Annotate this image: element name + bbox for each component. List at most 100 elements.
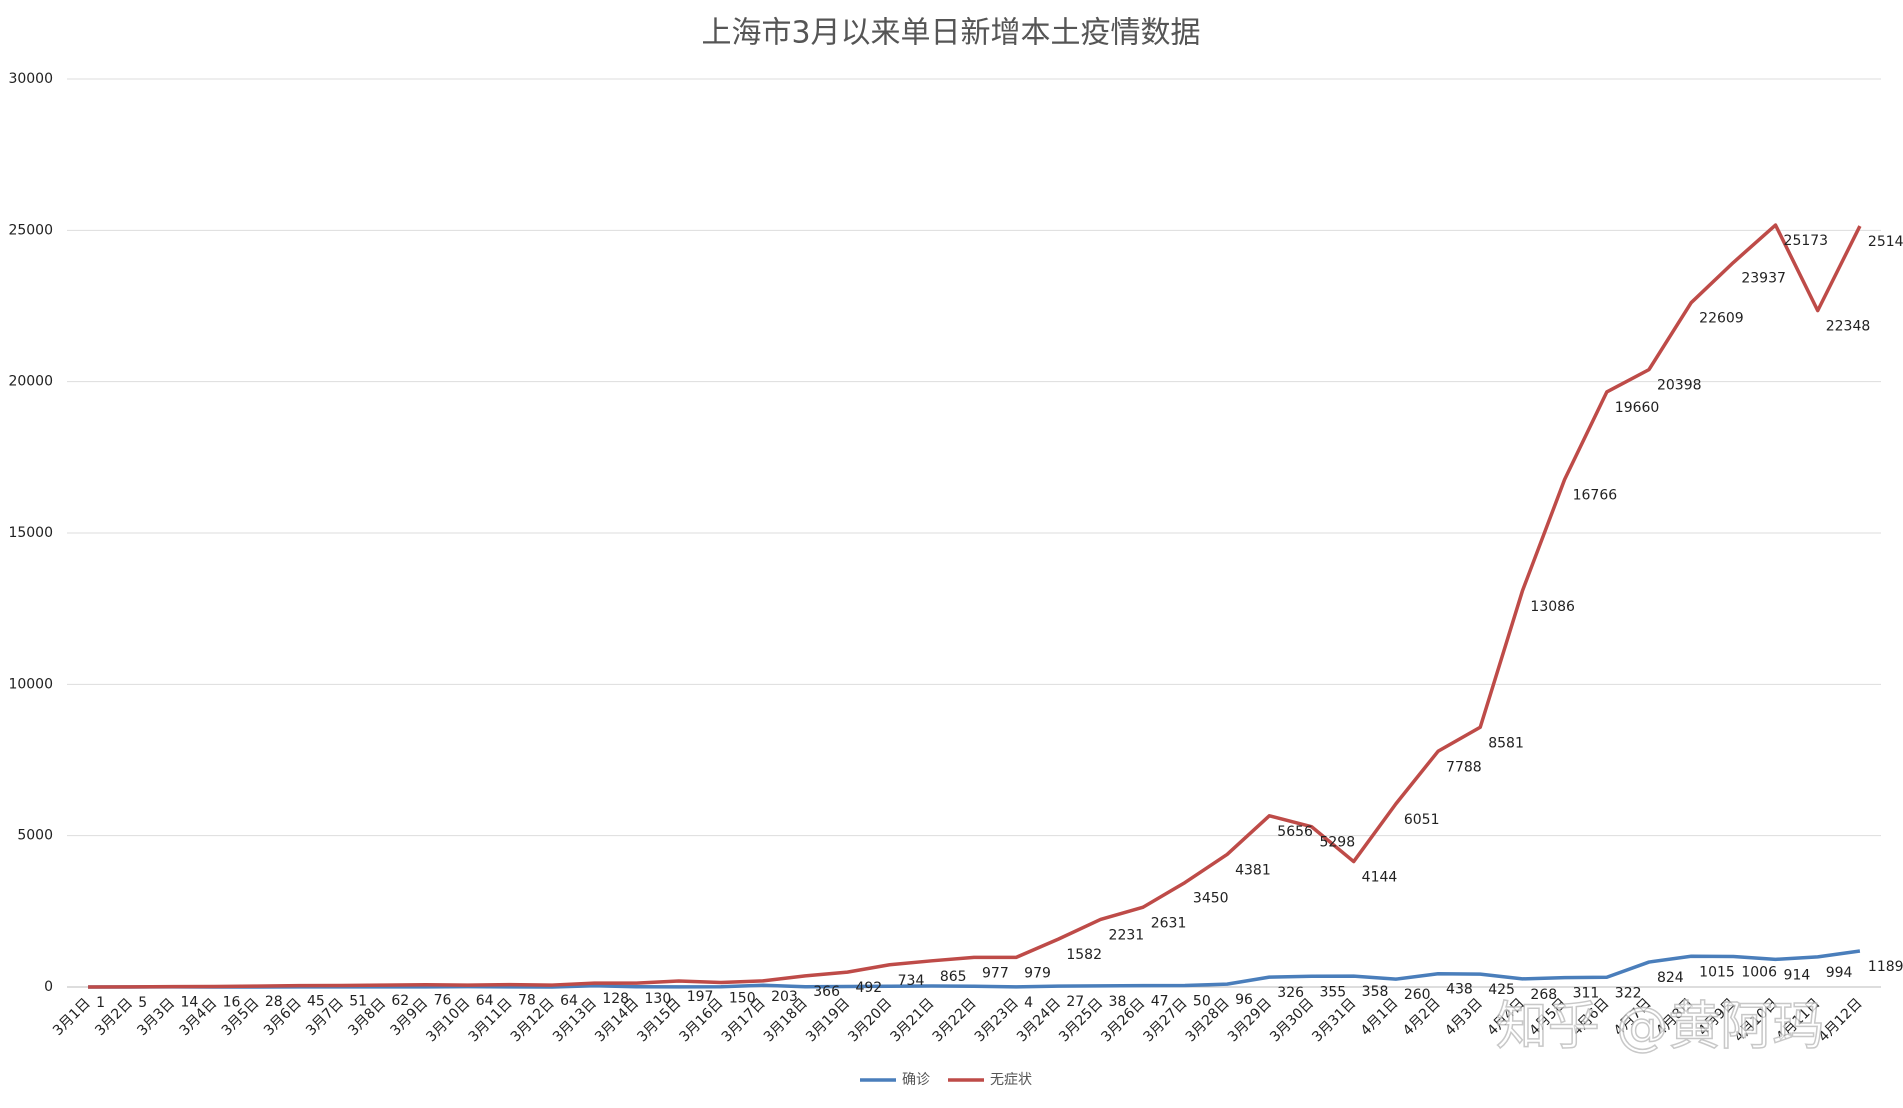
data-label: 13086 <box>1530 599 1575 615</box>
y-tick-label: 30000 <box>8 71 53 87</box>
data-label: 78 <box>518 993 536 1009</box>
x-tick: 3月22日 <box>930 995 980 1045</box>
x-tick: 3月31日 <box>1309 995 1359 1045</box>
data-label: 977 <box>982 965 1009 981</box>
data-label: 1006 <box>1741 965 1777 981</box>
data-label: 326 <box>1277 985 1304 1001</box>
chart-title: 上海市3月以来单日新增本土疫情数据 <box>701 16 1200 51</box>
data-label: 994 <box>1826 965 1853 981</box>
data-label: 130 <box>645 991 672 1007</box>
series-line <box>88 949 1861 989</box>
x-tick: 3月30日 <box>1267 995 1317 1045</box>
x-tick: 3月19日 <box>803 995 853 1045</box>
data-label: 28 <box>265 994 283 1010</box>
data-label: 1582 <box>1066 947 1102 963</box>
data-label: 734 <box>898 973 925 989</box>
data-label: 3450 <box>1193 891 1229 907</box>
data-label: 260 <box>1404 987 1431 1003</box>
x-tick: 4月1日 <box>1358 995 1402 1039</box>
data-label: 20398 <box>1657 378 1702 394</box>
data-label: 96 <box>1235 992 1253 1008</box>
x-tick-label: 3月23日 <box>972 995 1022 1045</box>
x-tick-label: 3月30日 <box>1267 995 1317 1045</box>
data-label: 2631 <box>1151 915 1187 931</box>
data-label: 865 <box>940 969 967 985</box>
y-tick-label: 20000 <box>8 374 53 390</box>
x-tick-label: 3月24日 <box>1014 995 1064 1045</box>
data-label: 4144 <box>1362 870 1398 886</box>
data-label: 27 <box>1066 994 1084 1010</box>
y-tick-label: 0 <box>44 979 53 995</box>
data-label: 19660 <box>1615 400 1660 416</box>
data-label: 38 <box>1109 994 1127 1010</box>
data-label: 492 <box>855 980 882 996</box>
x-tick-label: 4月3日 <box>1442 995 1486 1039</box>
data-label: 358 <box>1362 984 1389 1000</box>
data-label: 7788 <box>1446 759 1482 775</box>
x-tick-label: 3月31日 <box>1309 995 1359 1045</box>
data-label: 197 <box>687 989 714 1005</box>
data-label: 268 <box>1530 987 1557 1003</box>
data-label: 979 <box>1024 965 1051 981</box>
data-label: 25141 <box>1868 234 1903 250</box>
data-label: 1015 <box>1699 964 1735 980</box>
data-label: 366 <box>813 984 840 1000</box>
series-line <box>88 223 1862 989</box>
x-tick: 4月3日 <box>1442 995 1486 1039</box>
y-tick-label: 15000 <box>8 525 53 541</box>
x-tick-label: 3月21日 <box>887 995 937 1045</box>
data-label: 4 <box>1024 995 1033 1011</box>
data-label: 914 <box>1784 967 1811 983</box>
data-label: 14 <box>180 995 198 1011</box>
data-label: 1 <box>96 995 105 1011</box>
legend-label: 确诊 <box>902 1072 930 1088</box>
data-label: 311 <box>1573 986 1600 1002</box>
watermark: 知乎 @黄阿玛 <box>1496 997 1825 1057</box>
data-label: 355 <box>1319 984 1346 1000</box>
y-tick-label: 25000 <box>8 222 53 238</box>
x-tick: 3月23日 <box>972 995 1022 1045</box>
data-label: 6051 <box>1404 812 1440 828</box>
data-label: 22348 <box>1826 319 1871 335</box>
data-label: 5656 <box>1277 824 1313 840</box>
data-label: 824 <box>1657 970 1684 986</box>
x-tick-label: 4月1日 <box>1358 995 1402 1039</box>
y-tick-label: 10000 <box>8 676 53 692</box>
x-tick-label: 3月1日 <box>50 995 94 1039</box>
data-label: 2231 <box>1109 927 1145 943</box>
x-tick-label: 3月19日 <box>803 995 853 1045</box>
data-label: 128 <box>602 991 629 1007</box>
data-label: 50 <box>1193 993 1211 1009</box>
data-label: 64 <box>560 993 578 1009</box>
x-tick: 3月24日 <box>1014 995 1064 1045</box>
legend-label: 无症状 <box>990 1072 1032 1088</box>
data-label: 47 <box>1151 994 1169 1010</box>
data-label: 322 <box>1615 985 1642 1001</box>
data-label: 16766 <box>1573 488 1618 504</box>
data-label: 203 <box>771 989 798 1005</box>
x-tick: 3月20日 <box>845 995 895 1045</box>
x-tick-label: 3月20日 <box>845 995 895 1045</box>
data-label: 25173 <box>1784 233 1829 249</box>
data-label: 150 <box>729 990 756 1006</box>
data-label: 438 <box>1446 982 1473 998</box>
data-label: 5 <box>138 995 147 1011</box>
data-label: 23937 <box>1741 271 1786 287</box>
data-label: 62 <box>391 993 409 1009</box>
x-tick: 3月21日 <box>887 995 937 1045</box>
data-label: 51 <box>349 993 367 1009</box>
data-label: 22609 <box>1699 311 1744 327</box>
data-label: 8581 <box>1488 735 1524 751</box>
data-label: 76 <box>434 993 452 1009</box>
data-label: 64 <box>476 993 494 1009</box>
data-label: 425 <box>1488 982 1515 998</box>
x-tick-label: 3月22日 <box>930 995 980 1045</box>
x-tick: 3月1日 <box>50 995 94 1039</box>
data-label: 4381 <box>1235 862 1271 878</box>
data-label: 45 <box>307 994 325 1010</box>
y-tick-label: 5000 <box>17 828 53 844</box>
data-label: 1189 <box>1868 959 1903 975</box>
data-label: 5298 <box>1319 835 1355 851</box>
data-label: 16 <box>223 995 241 1011</box>
